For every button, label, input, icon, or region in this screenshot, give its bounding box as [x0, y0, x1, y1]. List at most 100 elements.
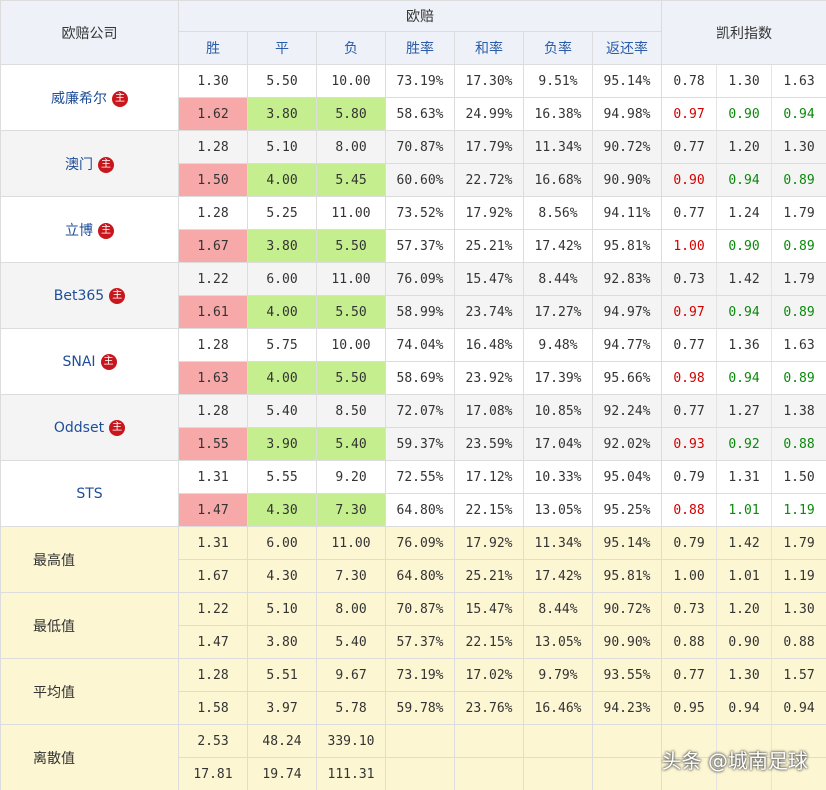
summary-cell: 59.78%	[385, 691, 455, 725]
summary-cell: 90.72%	[591, 592, 663, 626]
company-cell: Oddset 主	[0, 394, 179, 461]
kelly-cell: 1.30	[716, 64, 773, 98]
odds-row: 威廉希尔主 1.30 5.50 10.00 73.19% 17.30% 9.51% 95.14…	[0, 64, 826, 131]
kelly-cell: 0.94	[716, 163, 773, 197]
company-cell: 威廉希尔主	[0, 64, 179, 131]
odds-row: 澳门主 1.28 5.10 8.00 70.87% 17.79% 11.34% 90.72% 0…	[0, 130, 826, 197]
odds-cell: 9.51%	[523, 64, 593, 98]
summary-cell: 13.05%	[523, 625, 593, 659]
odds-cell: 64.80%	[385, 493, 455, 527]
kelly-cell: 0.90	[716, 97, 773, 131]
odds-cell: 3.90	[247, 427, 317, 461]
kelly-cell: 0.98	[661, 361, 718, 395]
odds-cell: 8.00	[316, 130, 386, 164]
summary-cell: 1.20	[716, 592, 773, 626]
odds-cell: 17.04%	[523, 427, 593, 461]
column-header: 返还率	[591, 31, 663, 65]
odds-cell: 9.48%	[523, 328, 593, 362]
summary-cell: 48.24	[247, 724, 317, 758]
summary-cell: 8.00	[316, 592, 386, 626]
summary-cell: 1.67	[178, 559, 248, 593]
odds-cell: 17.39%	[523, 361, 593, 395]
empty-cell	[716, 757, 773, 790]
odds-cell: 1.28	[178, 130, 248, 164]
odds-row: 1.55 3.90 5.40 59.37% 23.59% 17.04% 92.02% 0.93…	[1, 427, 826, 461]
odds-header: 欧赔	[177, 0, 663, 32]
summary-cell: 0.94	[771, 691, 826, 725]
odds-cell: 23.59%	[454, 427, 524, 461]
company-cell: STS	[0, 460, 179, 527]
summary-cell: 2.53	[178, 724, 248, 758]
kelly-cell: 0.97	[661, 97, 718, 131]
column-header: 和率	[454, 31, 524, 65]
empty-cell	[454, 724, 524, 758]
odds-cell: 1.30	[178, 64, 248, 98]
odds-cell: 17.42%	[523, 229, 593, 263]
summary-cell: 5.78	[316, 691, 386, 725]
kelly-cell: 0.88	[771, 427, 826, 461]
odds-cell: 72.07%	[385, 394, 455, 428]
kelly-cell: 0.77	[661, 328, 718, 362]
summary-cell: 111.31	[316, 757, 386, 790]
odds-cell: 59.37%	[385, 427, 455, 461]
kelly-cell: 1.01	[716, 493, 773, 527]
summary-cell: 11.00	[316, 526, 386, 560]
odds-row: Bet365 主 1.22 6.00 11.00 76.09% 15.47% 8.44% 92.…	[0, 262, 826, 329]
odds-cell: 10.00	[316, 64, 386, 98]
odds-cell: 1.63	[178, 361, 248, 395]
odds-cell: 4.00	[247, 295, 317, 329]
odds-cell: 95.81%	[591, 229, 663, 263]
summary-cell: 3.97	[247, 691, 317, 725]
company-name: SNAI	[62, 353, 96, 370]
summary-label: 平均值	[0, 658, 179, 725]
kelly-cell: 1.24	[716, 196, 773, 230]
odds-cell: 8.44%	[523, 262, 593, 296]
odds-cell: 3.80	[247, 97, 317, 131]
odds-cell: 5.50	[316, 361, 386, 395]
kelly-cell: 1.63	[771, 328, 826, 362]
summary-cell: 0.90	[716, 625, 773, 659]
odds-cell: 17.79%	[454, 130, 524, 164]
summary-cell: 0.73	[661, 592, 718, 626]
odds-cell: 58.69%	[385, 361, 455, 395]
odds-cell: 94.97%	[591, 295, 663, 329]
odds-cell: 5.45	[316, 163, 386, 197]
odds-row: Oddset 主 1.28 5.40 8.50 72.07% 17.08% 10.85% 92.…	[0, 394, 826, 461]
odds-cell: 1.28	[178, 328, 248, 362]
kelly-cell: 0.89	[771, 361, 826, 395]
odds-cell: 1.22	[178, 262, 248, 296]
summary-cell: 64.80%	[385, 559, 455, 593]
kelly-cell: 1.00	[661, 229, 718, 263]
odds-cell: 25.21%	[454, 229, 524, 263]
empty-cell	[771, 724, 826, 758]
odds-row: 1.50 4.00 5.45 60.60% 22.72% 16.68% 90.90% 0.90…	[1, 163, 826, 197]
summary-cell: 17.92%	[454, 526, 524, 560]
column-header: 胜率	[385, 31, 455, 65]
odds-row: STS 1.31 5.55 9.20 72.55% 17.12% 10.33% 95.04% 0…	[0, 460, 826, 527]
home-badge: 主	[98, 222, 114, 239]
summary-row: 离散值 2.53 48.24 339.10	[0, 724, 826, 790]
odds-cell: 5.40	[316, 427, 386, 461]
odds-cell: 11.00	[316, 196, 386, 230]
home-badge: 主	[98, 156, 114, 173]
summary-cell: 1.58	[178, 691, 248, 725]
company-cell: 立博主	[0, 196, 179, 263]
summary-row: 1.58 3.97 5.78 59.78% 23.76% 16.46% 94.23% 0.95…	[1, 691, 826, 725]
odds-cell: 76.09%	[385, 262, 455, 296]
summary-cell: 1.31	[178, 526, 248, 560]
odds-row: 立博主 1.28 5.25 11.00 73.52% 17.92% 8.56% 94.11% 0…	[0, 196, 826, 263]
odds-row: 1.63 4.00 5.50 58.69% 23.92% 17.39% 95.66% 0.98…	[1, 361, 826, 395]
kelly-cell: 0.77	[661, 130, 718, 164]
summary-cell: 1.30	[771, 592, 826, 626]
summary-cell: 0.77	[661, 658, 718, 692]
odds-cell: 16.68%	[523, 163, 593, 197]
summary-cell: 0.88	[661, 625, 718, 659]
kelly-cell: 0.94	[716, 361, 773, 395]
odds-cell: 1.67	[178, 229, 248, 263]
summary-cell: 95.81%	[591, 559, 663, 593]
column-header: 负率	[523, 31, 593, 65]
summary-cell: 94.23%	[591, 691, 663, 725]
summary-cell: 5.10	[247, 592, 317, 626]
kelly-cell: 0.77	[661, 394, 718, 428]
kelly-cell: 1.63	[771, 64, 826, 98]
